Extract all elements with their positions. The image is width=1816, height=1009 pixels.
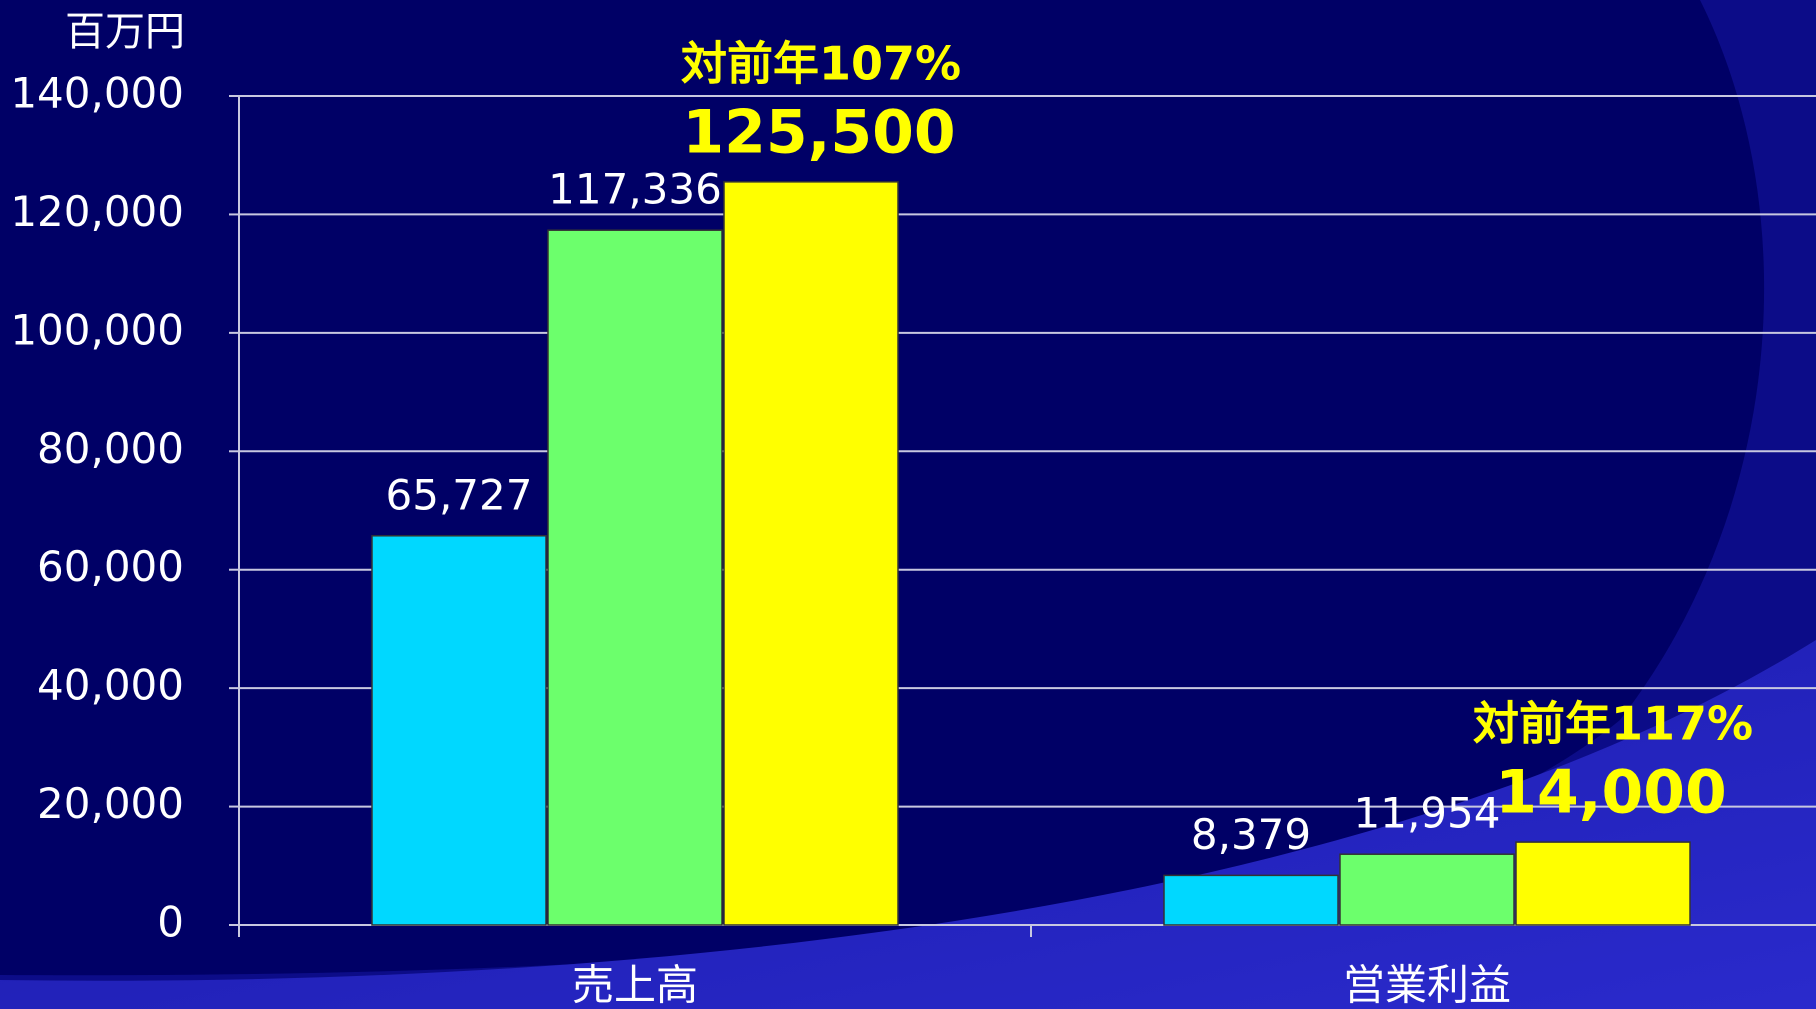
highlight-value-label: 125,500 — [682, 97, 955, 167]
value-label: 65,727 — [386, 470, 533, 519]
bar — [1515, 841, 1691, 926]
y-tick-label: 140,000 — [10, 69, 184, 118]
y-tick-label: 20,000 — [37, 779, 184, 828]
x-tick-label: 営業利益 — [1343, 961, 1511, 1009]
value-label: 11,954 — [1354, 789, 1501, 838]
y-tick-label: 60,000 — [37, 542, 184, 591]
y-tick-label: 40,000 — [37, 661, 184, 710]
bar — [547, 229, 723, 926]
annotation: 対前年117% — [1473, 697, 1753, 751]
highlight-value-label: 14,000 — [1495, 758, 1727, 828]
x-tick-label: 売上高 — [572, 961, 698, 1009]
value-label: 117,336 — [548, 165, 722, 214]
y-tick-label: 100,000 — [10, 305, 184, 354]
y-tick-label: 80,000 — [37, 424, 184, 473]
value-label: 8,379 — [1191, 810, 1311, 859]
y-tick-label: 120,000 — [10, 187, 184, 236]
bar — [1163, 874, 1339, 926]
annotation: 対前年107% — [681, 36, 961, 90]
y-axis-unit: 百万円 — [65, 9, 185, 55]
bar — [723, 181, 899, 926]
bar — [371, 535, 547, 926]
y-tick-label: 0 — [157, 898, 184, 947]
bar — [1339, 853, 1515, 926]
